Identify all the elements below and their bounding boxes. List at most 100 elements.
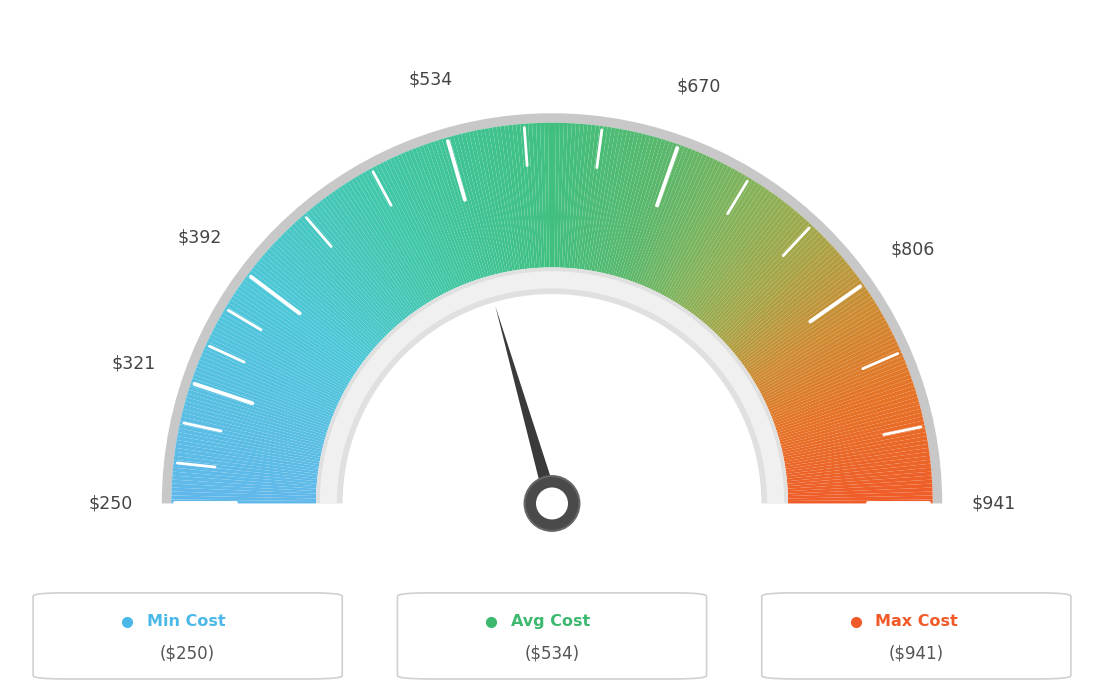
Wedge shape: [785, 440, 928, 466]
Wedge shape: [562, 123, 572, 268]
Wedge shape: [644, 152, 703, 287]
Wedge shape: [762, 331, 893, 399]
Wedge shape: [280, 235, 385, 338]
Wedge shape: [786, 456, 931, 476]
Wedge shape: [194, 371, 331, 424]
Wedge shape: [729, 252, 840, 349]
Wedge shape: [537, 123, 544, 268]
Wedge shape: [312, 205, 405, 320]
Wedge shape: [783, 420, 924, 455]
Wedge shape: [731, 255, 842, 351]
Wedge shape: [694, 200, 785, 317]
Wedge shape: [679, 182, 760, 306]
FancyBboxPatch shape: [397, 593, 707, 679]
FancyBboxPatch shape: [33, 593, 342, 679]
Wedge shape: [724, 243, 832, 344]
Wedge shape: [242, 279, 361, 367]
Wedge shape: [485, 128, 512, 271]
Wedge shape: [420, 146, 473, 282]
Wedge shape: [788, 500, 933, 504]
Wedge shape: [687, 191, 773, 311]
Wedge shape: [601, 131, 635, 273]
Wedge shape: [752, 299, 875, 379]
Wedge shape: [572, 124, 587, 268]
Wedge shape: [625, 141, 673, 279]
Wedge shape: [183, 405, 323, 445]
Wedge shape: [520, 124, 534, 268]
Wedge shape: [322, 198, 412, 315]
Wedge shape: [172, 471, 317, 486]
Wedge shape: [171, 484, 316, 493]
Wedge shape: [244, 277, 362, 365]
Wedge shape: [641, 151, 700, 286]
Wedge shape: [309, 208, 403, 322]
Wedge shape: [198, 359, 333, 417]
Wedge shape: [661, 166, 732, 295]
Wedge shape: [771, 359, 906, 417]
Wedge shape: [372, 166, 443, 295]
Wedge shape: [594, 129, 624, 272]
Wedge shape: [393, 156, 456, 289]
Wedge shape: [775, 378, 913, 428]
Wedge shape: [195, 367, 331, 421]
Wedge shape: [469, 131, 503, 273]
Wedge shape: [233, 293, 355, 375]
Wedge shape: [325, 195, 413, 314]
Wedge shape: [787, 468, 932, 484]
Wedge shape: [461, 133, 498, 274]
Wedge shape: [246, 273, 364, 363]
Wedge shape: [721, 237, 827, 340]
Wedge shape: [492, 127, 518, 270]
Wedge shape: [722, 240, 829, 342]
Wedge shape: [304, 213, 400, 325]
Wedge shape: [631, 146, 684, 282]
Wedge shape: [348, 180, 427, 304]
Wedge shape: [787, 471, 932, 486]
Wedge shape: [668, 172, 742, 299]
Wedge shape: [386, 159, 452, 291]
Wedge shape: [586, 127, 612, 270]
Wedge shape: [576, 125, 596, 269]
Wedge shape: [784, 432, 926, 462]
Wedge shape: [788, 488, 933, 496]
Text: ($941): ($941): [889, 644, 944, 662]
Wedge shape: [627, 143, 677, 281]
Wedge shape: [221, 313, 348, 388]
Text: ($534): ($534): [524, 644, 580, 662]
Wedge shape: [788, 491, 933, 498]
Wedge shape: [180, 420, 321, 455]
Wedge shape: [505, 126, 524, 269]
Wedge shape: [560, 123, 567, 268]
Wedge shape: [598, 130, 631, 273]
Wedge shape: [252, 267, 367, 359]
Wedge shape: [785, 444, 928, 469]
Wedge shape: [383, 161, 449, 292]
Wedge shape: [172, 468, 317, 484]
Wedge shape: [652, 159, 718, 291]
Wedge shape: [768, 353, 903, 412]
Wedge shape: [670, 174, 746, 300]
Wedge shape: [582, 126, 604, 270]
Wedge shape: [427, 143, 477, 281]
Wedge shape: [477, 130, 508, 272]
Wedge shape: [615, 137, 658, 277]
Wedge shape: [704, 213, 800, 325]
Wedge shape: [512, 124, 530, 268]
Wedge shape: [778, 397, 919, 440]
Wedge shape: [286, 228, 389, 335]
Wedge shape: [517, 124, 532, 268]
Wedge shape: [639, 150, 696, 285]
Wedge shape: [532, 123, 542, 268]
Wedge shape: [431, 141, 479, 279]
Wedge shape: [773, 371, 910, 424]
Wedge shape: [269, 246, 379, 346]
Wedge shape: [201, 353, 336, 412]
Wedge shape: [556, 123, 564, 268]
Wedge shape: [715, 228, 818, 335]
Wedge shape: [755, 310, 882, 386]
Wedge shape: [540, 123, 548, 268]
Wedge shape: [365, 170, 438, 298]
Wedge shape: [787, 480, 932, 491]
Wedge shape: [785, 448, 930, 471]
Text: Max Cost: Max Cost: [875, 614, 958, 629]
